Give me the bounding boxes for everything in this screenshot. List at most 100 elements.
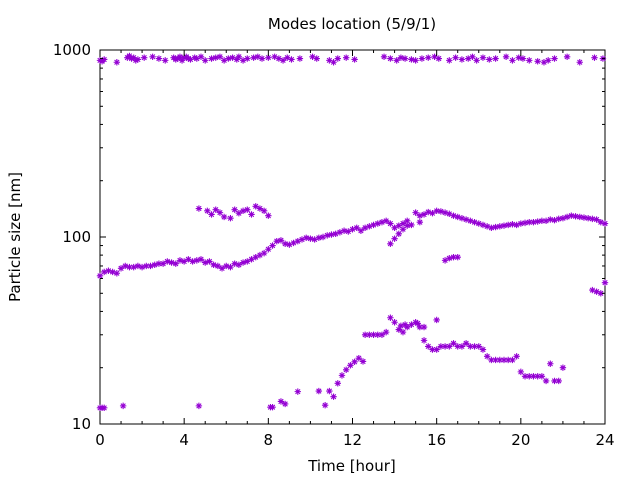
data-point	[450, 253, 457, 261]
data-point	[347, 362, 354, 369]
data-point	[265, 246, 272, 253]
data-point	[488, 224, 495, 231]
data-point	[164, 258, 171, 265]
data-point	[395, 230, 402, 238]
data-point	[530, 218, 537, 226]
data-point	[492, 55, 499, 62]
data-point	[326, 57, 333, 64]
data-point	[404, 222, 411, 229]
data-point	[505, 356, 512, 364]
data-point	[380, 53, 388, 60]
data-point	[559, 364, 567, 371]
data-point	[513, 353, 520, 360]
data-point	[330, 59, 337, 66]
data-point	[185, 55, 192, 62]
data-point	[515, 54, 522, 61]
data-point	[117, 265, 125, 272]
data-point	[452, 54, 459, 61]
data-point	[366, 331, 373, 338]
data-point	[220, 57, 228, 64]
data-point	[374, 331, 381, 338]
data-point	[425, 208, 432, 216]
data-point	[412, 209, 419, 216]
data-point	[214, 262, 222, 270]
data-point	[193, 257, 200, 264]
data-point	[483, 353, 491, 360]
data-point	[212, 54, 219, 61]
data-point	[231, 206, 238, 213]
data-point	[105, 267, 112, 274]
data-point	[517, 220, 525, 227]
x-tick-label: 16	[427, 431, 446, 449]
data-point	[397, 54, 405, 61]
data-point	[151, 261, 158, 269]
data-point	[378, 218, 386, 226]
data-point	[273, 237, 280, 245]
data-point	[593, 216, 600, 223]
data-point	[601, 279, 609, 286]
axis-ticks: 0 4 8 12 16 20 24 10 100 1000	[53, 41, 615, 449]
data-point	[538, 373, 546, 380]
data-point	[517, 368, 525, 376]
data-point	[576, 213, 583, 221]
data-point	[601, 220, 609, 227]
data-point	[324, 232, 331, 239]
data-point	[231, 260, 238, 267]
data-point	[382, 328, 390, 336]
data-point	[576, 59, 583, 66]
data-point	[486, 56, 493, 63]
data-point	[351, 56, 358, 63]
data-point	[223, 262, 230, 270]
data-point	[239, 207, 247, 215]
data-point	[191, 54, 198, 61]
data-point	[521, 219, 529, 227]
data-point	[555, 215, 562, 223]
data-point	[187, 56, 194, 63]
data-point	[446, 57, 453, 64]
data-point	[313, 55, 320, 62]
data-point	[387, 240, 394, 247]
data-point	[454, 343, 461, 350]
data-point	[212, 206, 219, 213]
data-point	[195, 205, 203, 212]
data-point	[469, 53, 476, 60]
data-point	[433, 207, 440, 215]
data-point	[345, 228, 352, 235]
data-point	[143, 262, 150, 270]
data-point	[254, 53, 262, 60]
data-point	[134, 56, 142, 63]
data-point	[399, 226, 407, 233]
data-point	[286, 241, 293, 248]
x-tick-label: 20	[511, 431, 530, 449]
data-point	[446, 343, 453, 350]
data-point	[387, 55, 394, 62]
data-point	[593, 288, 600, 295]
data-point	[239, 259, 247, 266]
data-point	[351, 358, 358, 366]
data-point	[342, 366, 350, 373]
data-point	[353, 224, 360, 231]
data-point	[391, 319, 398, 326]
chart-title: Modes location (5/9/1)	[268, 15, 436, 33]
data-point	[488, 356, 495, 364]
data-point	[229, 54, 236, 61]
data-point	[519, 55, 527, 62]
data-point	[126, 263, 133, 271]
data-point	[342, 54, 350, 61]
data-point	[547, 216, 554, 223]
data-point	[361, 224, 369, 231]
data-point	[591, 54, 598, 61]
data-point	[551, 216, 558, 224]
data-point	[412, 57, 419, 64]
y-tick-label: 1000	[53, 41, 91, 59]
data-point	[265, 54, 272, 61]
data-point	[509, 221, 516, 228]
data-point	[172, 56, 179, 63]
data-point	[441, 257, 449, 264]
data-point	[513, 221, 520, 229]
data-point	[96, 57, 104, 64]
data-point	[315, 234, 323, 242]
data-point	[559, 215, 567, 222]
data-point	[580, 214, 588, 221]
data-point	[483, 223, 491, 230]
